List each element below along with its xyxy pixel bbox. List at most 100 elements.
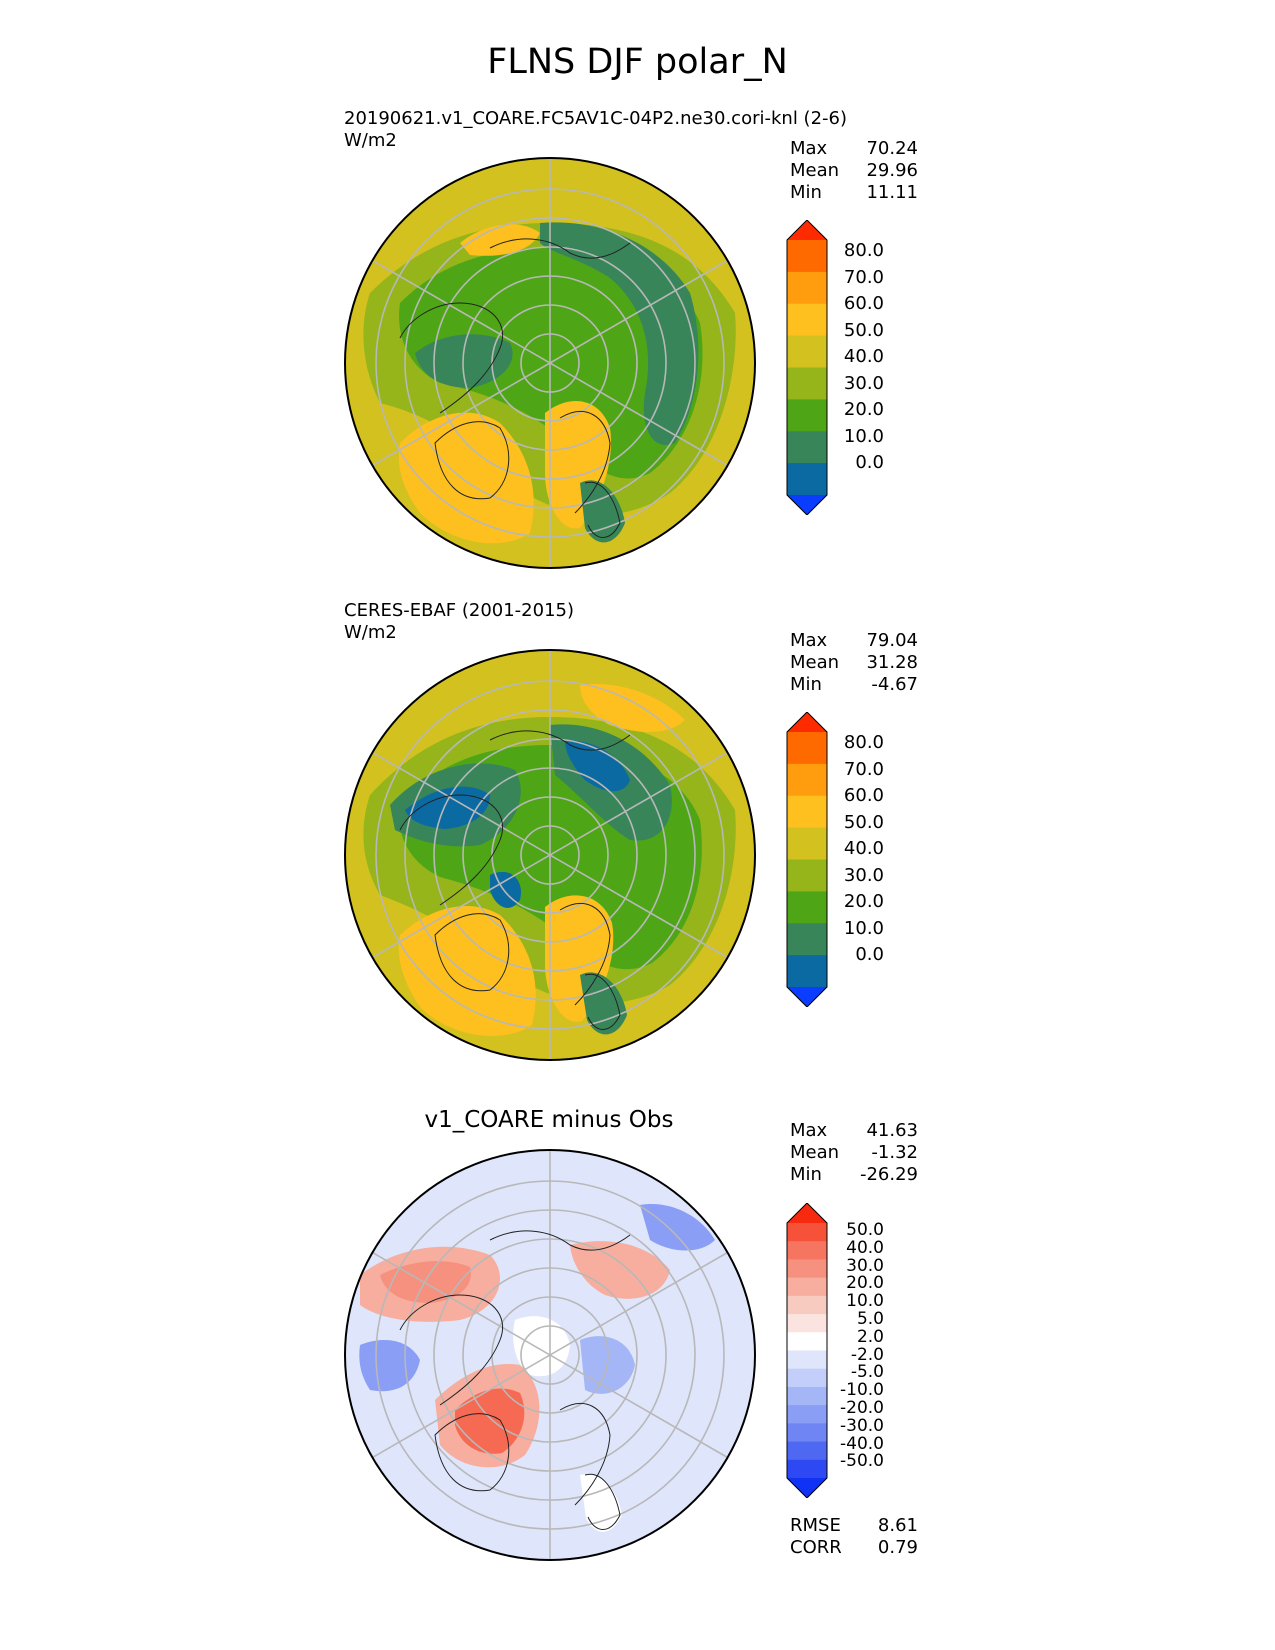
- map-low-patch-canada: [565, 740, 630, 792]
- colorbar-segment: [787, 1441, 827, 1461]
- colorbar-outline: [786, 220, 828, 515]
- map-region-scandinavia: [580, 480, 625, 543]
- colorbar-extend-top: [787, 1203, 827, 1223]
- colorbar-segment: [787, 891, 827, 924]
- colorbar-tick-label: 60.0: [843, 293, 884, 314]
- colorbar-tick-label: -10.0: [840, 1380, 884, 1401]
- colorbar-segment: [787, 463, 827, 496]
- colorbar-segment: [787, 1332, 827, 1351]
- colorbar-main-2-labels: 80.0 70.0 60.0 50.0 40.0 30.0 20.0 10.0 …: [836, 732, 884, 992]
- map-low-patch-siberia: [405, 786, 490, 829]
- colorbar-diff-labels: 50.0 40.0 30.0 20.0 10.0 5.0 2.0 -2.0 -5…: [836, 1222, 884, 1482]
- colorbar-tick-label: 0.0: [855, 452, 884, 473]
- map-diff-positive-canada: [570, 1241, 670, 1299]
- map-coastlines: [399, 1230, 631, 1530]
- colorbar-tick-label: 5.0: [856, 1309, 884, 1329]
- stat-min-value: -26.29: [859, 1164, 918, 1185]
- colorbar-segment: [787, 431, 827, 464]
- colorbar-tick-label: 60.0: [843, 785, 884, 806]
- colorbar-tick-label: 30.0: [843, 864, 884, 886]
- corr-value: 0.79: [877, 1537, 918, 1558]
- colorbar-tick-label: 50.0: [843, 319, 884, 341]
- colorbar-diff: [786, 1203, 828, 1498]
- colorbar-segment: [787, 303, 827, 337]
- colorbar-tick-label: 40.0: [846, 1237, 884, 1258]
- colorbar-tick-label: 0.0: [855, 944, 884, 965]
- colorbar-tick-label: -2.0: [850, 1344, 884, 1365]
- panel3-title: v1_COARE minus Obs: [424, 1107, 674, 1133]
- colorbar-segment: [787, 1350, 827, 1370]
- colorbar-segment: [787, 923, 827, 956]
- colorbar-tick-label: 20.0: [843, 399, 884, 420]
- colorbar-tick-label: -40.0: [840, 1433, 884, 1454]
- colorbar-segment: [787, 827, 827, 860]
- map-coastlines: [399, 730, 631, 1030]
- colorbar-segment: [787, 1241, 827, 1260]
- panel1-units: W/m2: [344, 130, 397, 151]
- colorbar-tick-label: 70.0: [843, 758, 884, 780]
- figure-title: FLNS DJF polar_N: [487, 42, 788, 82]
- colorbar-segment: [787, 399, 827, 432]
- colorbar-tick-label: 50.0: [843, 811, 884, 833]
- stat-max-value: 79.04: [866, 630, 918, 651]
- colorbar-tick-label: 10.0: [846, 1291, 884, 1312]
- map-warm-patch-pacific: [460, 224, 540, 256]
- colorbar-outline: [786, 712, 828, 1007]
- stat-mean-value: 31.28: [866, 652, 918, 673]
- colorbar-segment: [787, 1368, 827, 1388]
- map-warm-patch-atlantic: [398, 905, 536, 1037]
- colorbar-segment: [787, 1386, 827, 1406]
- panel3-metrics: RMSE 8.61 CORR 0.79: [790, 1515, 918, 1559]
- rmse-label: RMSE: [790, 1515, 841, 1536]
- colorbar-tick-label: 50.0: [846, 1220, 884, 1240]
- colorbar-segment: [787, 1423, 827, 1443]
- colorbar-main-2: [786, 712, 828, 1007]
- map-region-scandinavia: [580, 972, 627, 1035]
- stat-mean-value: -1.32: [871, 1142, 918, 1163]
- map-graticule: [367, 1150, 733, 1560]
- colorbar-tick-label: -50.0: [840, 1451, 884, 1472]
- colorbar-segment: [787, 1405, 827, 1424]
- stat-mean-label: Mean: [790, 1142, 840, 1163]
- stat-min-value: -4.67: [871, 674, 918, 695]
- colorbar-tick-label: 40.0: [843, 838, 884, 859]
- colorbar-segment: [787, 1295, 827, 1315]
- colorbar-main-1-labels: 80.0 70.0 60.0 50.0 40.0 30.0 20.0 10.0 …: [836, 240, 884, 500]
- colorbar-segment: [787, 763, 827, 797]
- panel2-label: CERES-EBAF (2001-2015): [344, 600, 575, 621]
- colorbar-extend-bottom: [787, 987, 827, 1007]
- colorbar-tick-label: -30.0: [840, 1415, 884, 1436]
- rmse-value: 8.61: [877, 1515, 918, 1536]
- colorbar-main-1: [786, 220, 828, 515]
- colorbar-segment: [787, 859, 827, 892]
- map-graticule: [367, 650, 733, 1060]
- colorbar-extend-top: [787, 712, 827, 732]
- colorbar-segment: [787, 955, 827, 988]
- colorbar-segment: [787, 1277, 827, 1297]
- colorbar-tick-label: -5.0: [850, 1362, 884, 1383]
- map-storm-band: [540, 222, 699, 445]
- colorbar-extend-top: [787, 220, 827, 240]
- colorbar-segment: [787, 240, 827, 273]
- stat-max-label: Max: [790, 1120, 828, 1141]
- map-frame: [344, 1149, 756, 1561]
- map-diff-negative-pacific: [640, 1204, 715, 1251]
- colorbar-extend-bottom: [787, 1478, 827, 1498]
- panel2-units: W/m2: [344, 622, 397, 643]
- map-frame: [344, 649, 756, 1061]
- colorbar-tick-label: 10.0: [843, 425, 884, 447]
- map-graticule: [367, 158, 733, 568]
- stat-max-label: Max: [790, 630, 828, 651]
- colorbar-segment: [787, 1223, 827, 1242]
- stat-mean-label: Mean: [790, 652, 840, 673]
- colorbar-tick-label: -20.0: [840, 1398, 884, 1418]
- stat-mean-value: 29.96: [866, 160, 918, 181]
- corr-label: CORR: [790, 1537, 842, 1558]
- panel1-label: 20190621.v1_COARE.FC5AV1C-04P2.ne30.cori…: [344, 108, 847, 129]
- colorbar-tick-label: 30.0: [843, 372, 884, 394]
- colorbar-tick-label: 2.0: [856, 1326, 884, 1347]
- colorbar-tick-label: 40.0: [843, 346, 884, 367]
- colorbar-extend-bottom: [787, 495, 827, 515]
- colorbar-tick-label: 80.0: [843, 732, 884, 753]
- stat-max-value: 41.63: [866, 1120, 918, 1141]
